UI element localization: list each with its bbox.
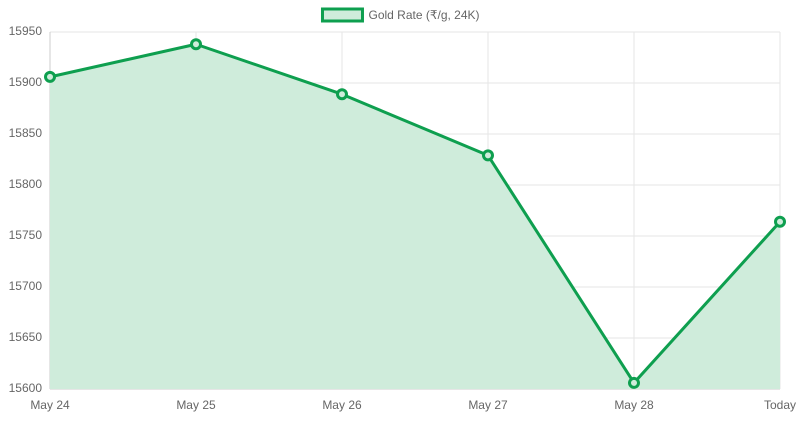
point	[44, 70, 56, 83]
x-tick-label: May 26	[322, 398, 362, 412]
legend-swatch	[320, 7, 364, 23]
line	[49, 42, 782, 385]
y-tick-label: 15900	[9, 75, 43, 89]
x-tick-label: May 24	[30, 398, 70, 412]
point	[482, 149, 494, 162]
point	[774, 215, 786, 228]
area	[50, 44, 780, 390]
point	[336, 88, 348, 101]
point	[628, 376, 640, 389]
x-tick-label: Today	[764, 398, 796, 412]
y-tick-label: 15800	[9, 177, 43, 191]
x-tick-label: May 25	[176, 398, 216, 412]
y-tick-label: 15650	[9, 330, 43, 344]
y-tick-label: 15850	[9, 126, 43, 140]
y-tick-label: 15600	[9, 381, 43, 395]
point	[190, 38, 202, 51]
x-tick-label: May 27	[468, 398, 508, 412]
legend-label: Gold Rate (₹/g, 24K)	[368, 8, 479, 22]
y-tick-label: 15750	[9, 228, 43, 242]
y-tick-label: 15950	[9, 24, 43, 38]
x-tick-label: May 28	[614, 398, 654, 412]
y-tick-label: 15700	[9, 279, 43, 293]
